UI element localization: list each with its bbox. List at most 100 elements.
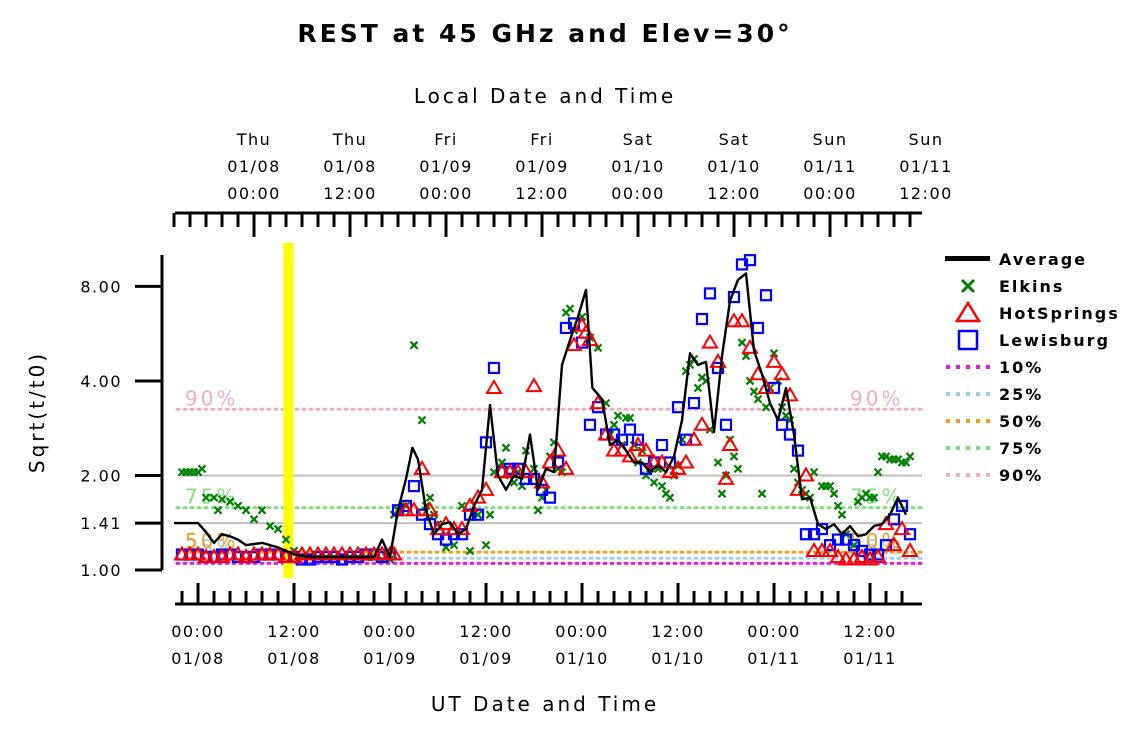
lewisburg-point bbox=[719, 418, 733, 431]
elkins-point bbox=[737, 338, 747, 347]
lewisburg-point bbox=[711, 361, 725, 375]
lewisburg-point bbox=[623, 423, 637, 436]
top-tick-time: 00:00 bbox=[611, 184, 665, 203]
lewisburg-point bbox=[631, 433, 645, 446]
elkins-point bbox=[409, 340, 419, 350]
elkins-point bbox=[901, 458, 911, 467]
top-tick-day: Fri bbox=[434, 130, 458, 149]
hotsprings-point bbox=[901, 541, 919, 557]
elkins-point bbox=[869, 493, 879, 502]
elkins-point bbox=[829, 489, 839, 498]
elkins-point bbox=[425, 493, 435, 502]
hotsprings-point bbox=[429, 520, 447, 536]
hotsprings-point bbox=[269, 545, 287, 561]
elkins-point bbox=[757, 489, 767, 498]
top-tick-day: Fri bbox=[530, 130, 554, 149]
bottom-tick-time: 00:00 bbox=[555, 622, 609, 641]
hotsprings-point bbox=[533, 473, 551, 489]
top-tick-date: 01/11 bbox=[899, 157, 953, 176]
bottom-tick-date: 01/11 bbox=[747, 649, 801, 668]
hotsprings-point bbox=[637, 441, 655, 457]
bottom-tick-time: 12:00 bbox=[459, 622, 513, 641]
elkins-point bbox=[257, 505, 267, 515]
elkins-point bbox=[665, 493, 675, 502]
elkins-point bbox=[609, 420, 619, 430]
lewisburg-point bbox=[855, 544, 869, 558]
elkins-point bbox=[837, 510, 847, 519]
lewisburg-point bbox=[687, 397, 701, 410]
chart-title: REST at 45 GHz and Elev=30° bbox=[297, 19, 792, 48]
elkins-point bbox=[761, 402, 771, 412]
hotsprings-point bbox=[557, 459, 575, 475]
hotsprings-point bbox=[189, 545, 207, 561]
legend-label: 10% bbox=[999, 358, 1043, 377]
top-tick-time: 00:00 bbox=[419, 184, 473, 203]
legend-label: HotSprings bbox=[999, 304, 1120, 323]
bottom-tick-date: 01/11 bbox=[843, 649, 897, 668]
elkins-point bbox=[717, 489, 727, 498]
elkins-point bbox=[733, 464, 743, 474]
lewisburg-point bbox=[583, 418, 597, 431]
hotsprings-point bbox=[821, 541, 839, 557]
hotsprings-point bbox=[853, 548, 871, 564]
top-tick-day: Sat bbox=[623, 130, 654, 149]
hotsprings-point bbox=[525, 377, 543, 393]
lewisburg-point bbox=[639, 462, 653, 475]
elkins-point bbox=[825, 481, 835, 491]
hotsprings-point bbox=[565, 336, 583, 352]
y-tick-label: 1.00 bbox=[80, 561, 122, 580]
elkins-point bbox=[657, 481, 667, 491]
elkins-point bbox=[649, 478, 659, 487]
bottom-tick-time: 12:00 bbox=[651, 622, 705, 641]
legend-label: 25% bbox=[999, 385, 1043, 404]
elkins-point bbox=[753, 394, 763, 404]
elkins-point bbox=[201, 493, 211, 502]
hotsprings-point bbox=[829, 548, 847, 564]
y-tick-label: 4.00 bbox=[80, 372, 122, 391]
hotsprings-point bbox=[773, 365, 791, 381]
top-tick-time: 12:00 bbox=[323, 184, 377, 203]
top-tick-date: 01/11 bbox=[803, 157, 857, 176]
elkins-point bbox=[565, 304, 575, 313]
top-tick-date: 01/08 bbox=[227, 157, 281, 176]
series-layer bbox=[173, 254, 919, 566]
lewisburg-point bbox=[695, 312, 709, 326]
bottom-tick-time: 00:00 bbox=[747, 622, 801, 641]
hotsprings-point bbox=[413, 459, 431, 475]
legend-swatch-average bbox=[945, 256, 990, 261]
top-tick-day: Sun bbox=[813, 130, 848, 149]
lewisburg-point bbox=[791, 444, 805, 457]
hotsprings-point bbox=[701, 333, 719, 349]
lewisburg-point bbox=[399, 499, 413, 513]
hotsprings-point bbox=[229, 545, 247, 561]
elkins-point bbox=[533, 505, 543, 515]
elkins-point bbox=[789, 464, 799, 474]
bottom-tick-date: 01/10 bbox=[651, 649, 705, 668]
hotsprings-point bbox=[717, 469, 735, 485]
elkins-point bbox=[485, 510, 495, 519]
hotsprings-point bbox=[677, 453, 695, 469]
hotsprings-point bbox=[597, 425, 615, 441]
legend-swatch-lewisburg bbox=[957, 329, 979, 351]
elkins-point bbox=[905, 452, 915, 461]
elkins-point bbox=[213, 505, 223, 515]
y-tick-label: 1.41 bbox=[80, 514, 122, 533]
elkins-point bbox=[625, 413, 635, 423]
top-tick-date: 01/10 bbox=[707, 157, 761, 176]
elkins-point bbox=[693, 383, 703, 393]
legend-label: 50% bbox=[999, 412, 1043, 431]
legend-label: 75% bbox=[999, 439, 1043, 458]
hotsprings-point bbox=[549, 441, 567, 457]
bottom-tick-date: 01/08 bbox=[171, 649, 225, 668]
lewisburg-point bbox=[759, 289, 773, 302]
y-tick-label: 2.00 bbox=[80, 466, 122, 485]
lewisburg-point bbox=[703, 287, 717, 300]
legend-swatch-hotsprings bbox=[954, 300, 982, 323]
top-tick-day: Sun bbox=[909, 130, 944, 149]
lewisburg-point bbox=[751, 321, 765, 335]
hotsprings-point bbox=[693, 415, 711, 431]
elkins-point bbox=[713, 458, 723, 467]
lewisburg-point bbox=[471, 508, 485, 521]
hotsprings-point bbox=[893, 520, 911, 536]
